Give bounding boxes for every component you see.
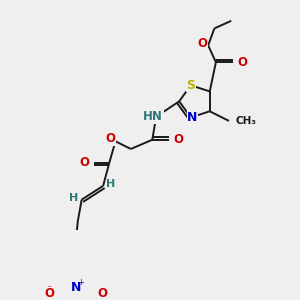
Text: CH₃: CH₃	[235, 116, 256, 126]
Text: ⁻: ⁻	[46, 284, 51, 295]
Text: H: H	[106, 179, 116, 189]
Text: O: O	[198, 37, 208, 50]
Text: O: O	[98, 287, 108, 300]
Text: O: O	[237, 56, 248, 69]
Text: O: O	[45, 287, 55, 300]
Text: N: N	[71, 281, 82, 294]
Text: +: +	[77, 278, 84, 287]
Text: HN: HN	[143, 110, 163, 123]
Text: S: S	[186, 79, 195, 92]
Text: O: O	[105, 133, 115, 146]
Text: N: N	[187, 111, 198, 124]
Text: H: H	[69, 193, 79, 203]
Text: O: O	[79, 156, 89, 169]
Text: O: O	[174, 133, 184, 146]
